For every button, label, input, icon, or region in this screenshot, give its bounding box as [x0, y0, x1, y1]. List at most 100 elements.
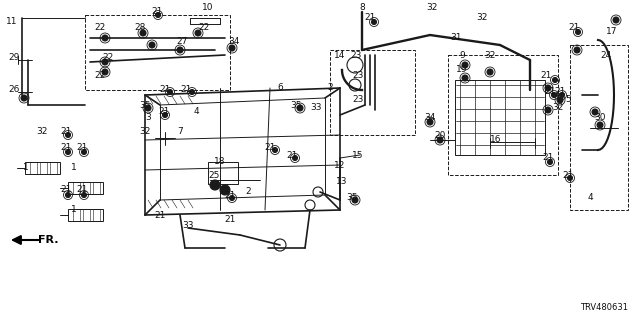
Text: 32: 32	[552, 103, 564, 113]
Text: 21: 21	[180, 85, 192, 94]
Text: 21: 21	[151, 7, 163, 17]
Text: TRV480631: TRV480631	[580, 303, 628, 312]
Bar	[208, 162, 238, 184]
Text: 34: 34	[424, 114, 436, 123]
Circle shape	[65, 193, 70, 197]
Text: 21: 21	[60, 127, 72, 137]
Text: 21: 21	[563, 171, 573, 180]
Bar	[83, 182, 90, 194]
Text: 21: 21	[60, 143, 72, 153]
Text: 32: 32	[476, 13, 488, 22]
Circle shape	[462, 75, 468, 81]
Circle shape	[592, 109, 598, 115]
Text: 33: 33	[310, 103, 322, 113]
Text: 23: 23	[352, 95, 364, 105]
Text: 1: 1	[71, 205, 77, 214]
Text: 3: 3	[145, 114, 151, 123]
Bar	[93, 209, 100, 221]
Circle shape	[145, 105, 151, 111]
Text: 31: 31	[451, 34, 461, 43]
Bar	[448, 55, 558, 175]
Circle shape	[195, 30, 201, 36]
Text: 32: 32	[36, 127, 48, 137]
Text: 26: 26	[8, 85, 20, 94]
Circle shape	[210, 180, 220, 190]
Circle shape	[352, 197, 358, 203]
Text: 21: 21	[60, 186, 72, 195]
Text: 2: 2	[327, 84, 333, 92]
Text: 22: 22	[94, 23, 106, 33]
Circle shape	[437, 137, 443, 143]
Circle shape	[273, 148, 278, 153]
Circle shape	[102, 35, 108, 41]
Circle shape	[81, 193, 86, 197]
Text: 21: 21	[542, 154, 554, 163]
Text: 32: 32	[426, 4, 438, 12]
Circle shape	[487, 69, 493, 75]
Text: 35: 35	[291, 100, 301, 109]
Text: 25: 25	[208, 171, 220, 180]
Text: 22: 22	[102, 53, 114, 62]
Text: 15: 15	[352, 150, 364, 159]
Text: 17: 17	[606, 28, 618, 36]
Text: 21: 21	[554, 87, 566, 97]
Circle shape	[547, 159, 552, 164]
Circle shape	[557, 97, 563, 103]
Text: 23: 23	[352, 70, 364, 79]
Circle shape	[545, 107, 551, 113]
Text: 9: 9	[459, 51, 465, 60]
Circle shape	[102, 69, 108, 75]
Text: 21: 21	[264, 143, 276, 153]
Text: 35: 35	[140, 100, 151, 109]
Text: 34: 34	[228, 37, 240, 46]
Circle shape	[189, 90, 195, 94]
Text: 22: 22	[198, 23, 210, 33]
Circle shape	[371, 20, 376, 25]
Circle shape	[21, 95, 27, 101]
Circle shape	[568, 175, 573, 180]
Text: 21: 21	[224, 190, 236, 199]
Circle shape	[156, 12, 161, 18]
Text: 21: 21	[286, 150, 298, 159]
Text: 35: 35	[346, 194, 358, 203]
Bar	[25, 162, 60, 174]
Circle shape	[81, 149, 86, 155]
Text: 20: 20	[435, 131, 445, 140]
Circle shape	[177, 47, 183, 53]
Circle shape	[552, 77, 557, 83]
Bar	[570, 45, 628, 210]
Circle shape	[65, 132, 70, 138]
Bar	[68, 209, 103, 221]
Text: 1: 1	[71, 164, 77, 172]
Circle shape	[574, 47, 580, 53]
Circle shape	[65, 149, 70, 155]
Text: 14: 14	[334, 51, 346, 60]
Bar	[85, 15, 230, 90]
Text: 27: 27	[176, 37, 188, 46]
Text: 21: 21	[364, 13, 376, 22]
Bar	[50, 162, 57, 174]
Circle shape	[163, 113, 168, 117]
Circle shape	[613, 17, 619, 23]
Bar	[455, 80, 545, 155]
Circle shape	[220, 185, 230, 195]
Bar	[40, 162, 47, 174]
Circle shape	[297, 105, 303, 111]
Text: 2: 2	[245, 188, 251, 196]
Text: 21: 21	[154, 211, 166, 220]
Text: 21: 21	[540, 70, 552, 79]
Text: 4: 4	[193, 108, 199, 116]
Text: 5: 5	[565, 95, 571, 105]
Text: 21: 21	[224, 215, 236, 225]
Circle shape	[140, 30, 146, 36]
Text: 8: 8	[359, 4, 365, 12]
Circle shape	[230, 196, 234, 201]
Circle shape	[552, 92, 557, 98]
Circle shape	[462, 62, 468, 68]
Text: 21: 21	[76, 186, 88, 195]
Text: 21: 21	[568, 23, 580, 33]
Circle shape	[229, 45, 235, 51]
Text: 32: 32	[140, 127, 150, 137]
Text: 13: 13	[336, 178, 348, 187]
Text: 24: 24	[600, 51, 612, 60]
